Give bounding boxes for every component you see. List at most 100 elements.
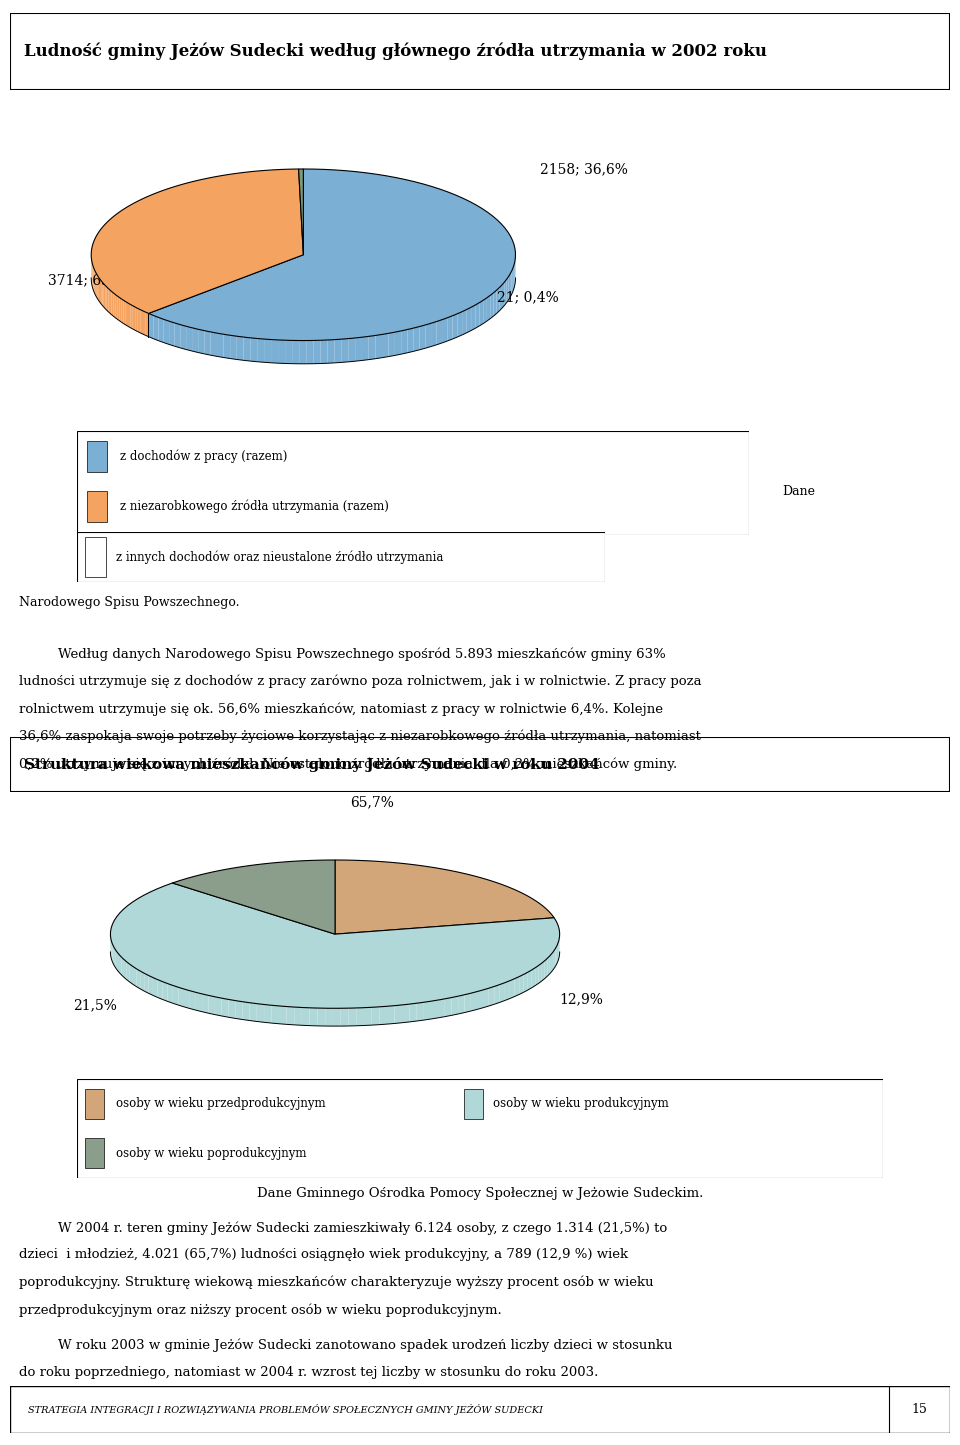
- Polygon shape: [550, 954, 552, 974]
- Polygon shape: [489, 987, 494, 1006]
- Polygon shape: [204, 331, 210, 355]
- Text: dzieci  i młodzież, 4.021 (65,7%) ludności osiągnęło wiek produkcyjny, a 789 (12: dzieci i młodzież, 4.021 (65,7%) ludnośc…: [19, 1248, 629, 1261]
- Polygon shape: [100, 279, 101, 303]
- Polygon shape: [251, 338, 257, 361]
- Polygon shape: [417, 1003, 424, 1022]
- Polygon shape: [401, 329, 407, 354]
- Polygon shape: [119, 955, 121, 975]
- Polygon shape: [140, 971, 144, 991]
- Polygon shape: [306, 341, 313, 364]
- Polygon shape: [342, 338, 348, 363]
- Polygon shape: [327, 340, 334, 363]
- Polygon shape: [487, 295, 491, 321]
- Polygon shape: [158, 318, 164, 342]
- Polygon shape: [444, 997, 451, 1017]
- Polygon shape: [279, 1006, 287, 1025]
- Polygon shape: [372, 1007, 379, 1025]
- Polygon shape: [114, 946, 115, 967]
- Polygon shape: [467, 308, 471, 332]
- Polygon shape: [242, 1001, 250, 1020]
- Polygon shape: [510, 978, 515, 998]
- FancyBboxPatch shape: [464, 1090, 483, 1118]
- Polygon shape: [186, 327, 192, 351]
- FancyBboxPatch shape: [84, 1090, 105, 1118]
- Text: W roku 2003 w gminie Jeżów Sudecki zanotowano spadek urodzeń liczby dzieci w sto: W roku 2003 w gminie Jeżów Sudecki zanot…: [58, 1338, 672, 1351]
- Polygon shape: [356, 1007, 364, 1026]
- Polygon shape: [409, 1003, 417, 1022]
- Polygon shape: [395, 1004, 402, 1023]
- Polygon shape: [119, 298, 121, 322]
- Polygon shape: [318, 1009, 325, 1026]
- Polygon shape: [149, 169, 516, 341]
- Polygon shape: [99, 277, 100, 302]
- Polygon shape: [257, 338, 264, 363]
- Polygon shape: [500, 983, 505, 1003]
- Polygon shape: [192, 328, 198, 353]
- Polygon shape: [115, 949, 117, 970]
- Polygon shape: [285, 340, 292, 364]
- Polygon shape: [541, 961, 544, 981]
- Polygon shape: [154, 315, 158, 341]
- Text: z niezarobkowego źródła utrzymania (razem): z niezarobkowego źródła utrzymania (raze…: [121, 500, 390, 513]
- Polygon shape: [310, 1007, 318, 1026]
- Polygon shape: [494, 984, 500, 1004]
- Text: rolnictwem utrzymuje się ok. 56,6% mieszkańców, natomiast z pracy w rolnictwie 6: rolnictwem utrzymuje się ok. 56,6% miesz…: [19, 702, 663, 715]
- Polygon shape: [458, 994, 465, 1014]
- Polygon shape: [552, 951, 554, 971]
- Polygon shape: [402, 1004, 409, 1023]
- Polygon shape: [425, 324, 431, 348]
- Polygon shape: [101, 280, 103, 305]
- Polygon shape: [108, 289, 110, 314]
- Polygon shape: [364, 1007, 372, 1026]
- Polygon shape: [117, 296, 119, 321]
- Polygon shape: [513, 266, 514, 292]
- Text: W 2004 r. teren gminy Jeżów Sudecki zamieszkiwały 6.124 osoby, z czego 1.314 (21: W 2004 r. teren gminy Jeżów Sudecki zami…: [58, 1221, 667, 1234]
- Polygon shape: [437, 319, 442, 345]
- Text: do roku poprzedniego, natomiast w 2004 r. wzrost tej liczby w stosunku do roku 2: do roku poprzedniego, natomiast w 2004 r…: [19, 1366, 599, 1379]
- Polygon shape: [115, 295, 117, 319]
- Polygon shape: [137, 308, 140, 332]
- Polygon shape: [335, 860, 554, 933]
- Text: 3714; 63,0%: 3714; 63,0%: [47, 273, 135, 286]
- Polygon shape: [98, 276, 99, 301]
- FancyBboxPatch shape: [86, 491, 107, 522]
- Polygon shape: [431, 1000, 438, 1019]
- Polygon shape: [222, 998, 228, 1017]
- Polygon shape: [509, 275, 510, 301]
- Polygon shape: [292, 341, 300, 364]
- Text: 21; 0,4%: 21; 0,4%: [497, 290, 559, 305]
- Polygon shape: [272, 1006, 279, 1023]
- Text: przedprodukcyjnym oraz niższy procent osób w wieku poprodukcyjnym.: przedprodukcyjnym oraz niższy procent os…: [19, 1303, 502, 1316]
- FancyBboxPatch shape: [10, 737, 950, 792]
- Polygon shape: [144, 974, 149, 993]
- Polygon shape: [442, 318, 447, 342]
- Polygon shape: [465, 993, 470, 1013]
- Polygon shape: [97, 275, 98, 299]
- Polygon shape: [106, 286, 107, 311]
- Text: Struktura wiekowa mieszkańców gminy Jeżów Sudecki w roku 2004: Struktura wiekowa mieszkańców gminy Jeżó…: [24, 757, 599, 772]
- Polygon shape: [505, 981, 510, 1000]
- Polygon shape: [104, 283, 106, 309]
- Polygon shape: [424, 1001, 431, 1020]
- Polygon shape: [457, 312, 462, 337]
- Polygon shape: [471, 305, 475, 331]
- Polygon shape: [271, 340, 278, 363]
- Polygon shape: [375, 334, 382, 358]
- Polygon shape: [153, 978, 157, 997]
- Polygon shape: [198, 329, 204, 354]
- Polygon shape: [499, 285, 502, 311]
- Polygon shape: [126, 302, 128, 327]
- Polygon shape: [407, 328, 414, 353]
- Polygon shape: [190, 991, 196, 1010]
- Text: 65,7%: 65,7%: [350, 796, 395, 809]
- Polygon shape: [301, 1007, 310, 1026]
- Polygon shape: [256, 1004, 264, 1022]
- Polygon shape: [210, 332, 217, 357]
- Text: 12,9%: 12,9%: [560, 993, 604, 1006]
- Polygon shape: [135, 308, 137, 332]
- Polygon shape: [355, 337, 362, 361]
- Polygon shape: [483, 988, 489, 1007]
- Polygon shape: [224, 334, 230, 358]
- Polygon shape: [313, 340, 321, 364]
- Polygon shape: [532, 968, 536, 988]
